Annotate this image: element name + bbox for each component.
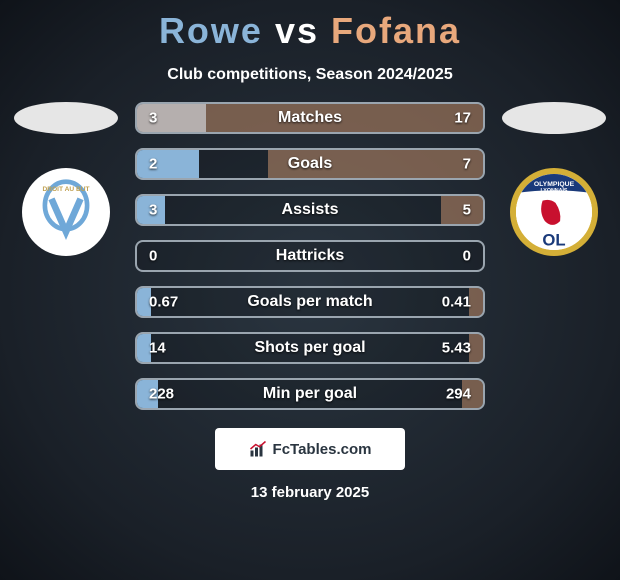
stat-value-right: 0.41 [442, 294, 471, 311]
stat-value-right: 0 [463, 248, 471, 265]
stat-bar: 228 294 Min per goal [135, 378, 485, 410]
player1-name: Rowe [159, 10, 263, 51]
stat-label: Hattricks [276, 247, 344, 265]
svg-text:OL: OL [542, 230, 565, 249]
stat-label: Matches [278, 109, 342, 127]
svg-text:DROIT AU BUT: DROIT AU BUT [42, 186, 89, 193]
left-team-logo: DROIT AU BUT [22, 168, 110, 256]
stat-value-left: 0 [149, 248, 157, 265]
stat-value-left: 3 [149, 202, 157, 219]
stat-value-left: 228 [149, 386, 174, 403]
stat-bar: 14 5.43 Shots per goal [135, 332, 485, 364]
stat-fill-left [137, 150, 199, 178]
stat-label: Assists [282, 201, 339, 219]
subtitle: Club competitions, Season 2024/2025 [0, 66, 620, 84]
stat-bar: 3 17 Matches [135, 102, 485, 134]
stat-label: Goals per match [247, 293, 372, 311]
stat-value-right: 7 [463, 156, 471, 173]
svg-text:OLYMPIQUE: OLYMPIQUE [534, 181, 575, 188]
om-logo-icon: DROIT AU BUT [33, 179, 99, 245]
stat-label: Shots per goal [254, 339, 365, 357]
vs-text: vs [275, 10, 319, 51]
stat-bar: 3 5 Assists [135, 194, 485, 226]
brand-text: FcTables.com [273, 441, 372, 458]
stat-label: Goals [288, 155, 332, 173]
content-area: DROIT AU BUT 3 17 Matches 2 7 Goals 3 5 Assists 0… [0, 102, 620, 410]
left-ellipse [14, 102, 118, 134]
stat-value-right: 294 [446, 386, 471, 403]
stat-bar: 0 0 Hattricks [135, 240, 485, 272]
stat-bars: 3 17 Matches 2 7 Goals 3 5 Assists 0 0 Hattricks 0.6… [135, 102, 485, 410]
chart-icon [249, 440, 267, 458]
svg-text:LYONNAIS: LYONNAIS [541, 188, 568, 194]
stat-value-left: 3 [149, 110, 157, 127]
stat-fill-right [469, 334, 483, 362]
stat-bar: 0.67 0.41 Goals per match [135, 286, 485, 318]
stat-label: Min per goal [263, 385, 357, 403]
date-text: 13 february 2025 [0, 484, 620, 501]
footer-brand-box[interactable]: FcTables.com [215, 428, 405, 470]
stat-bar: 2 7 Goals [135, 148, 485, 180]
stat-fill-right [469, 288, 483, 316]
lyon-logo-icon: OLYMPIQUE LYONNAIS OL [516, 174, 592, 250]
right-team-column: OLYMPIQUE LYONNAIS OL [499, 102, 609, 256]
stat-value-left: 2 [149, 156, 157, 173]
comparison-title: Rowe vs Fofana [0, 0, 620, 52]
left-team-column: DROIT AU BUT [11, 102, 121, 256]
right-ellipse [502, 102, 606, 134]
stat-value-right: 5 [463, 202, 471, 219]
stat-value-right: 5.43 [442, 340, 471, 357]
player2-name: Fofana [331, 10, 461, 51]
right-team-logo: OLYMPIQUE LYONNAIS OL [510, 168, 598, 256]
stat-value-left: 14 [149, 340, 166, 357]
stat-value-right: 17 [454, 110, 471, 127]
stat-value-left: 0.67 [149, 294, 178, 311]
